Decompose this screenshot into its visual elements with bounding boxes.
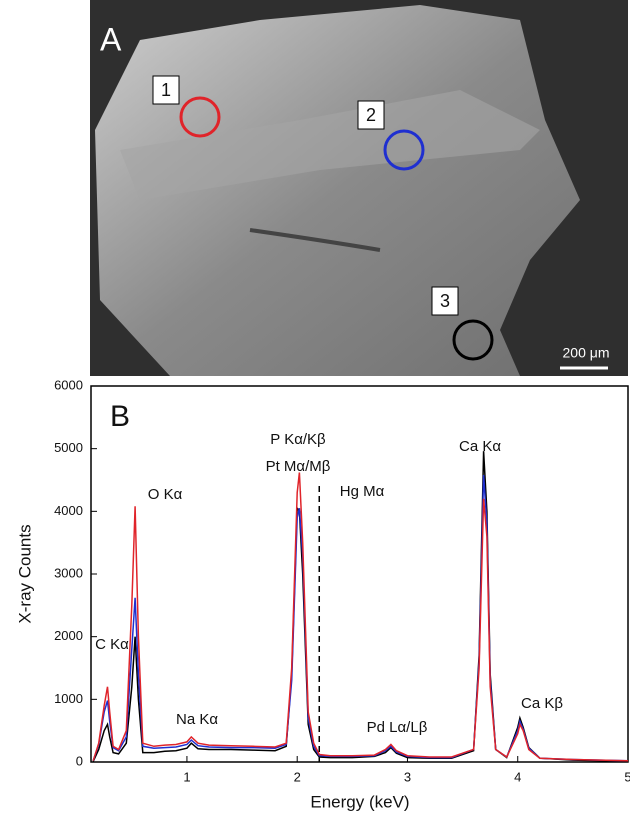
peak-annotation: Pd Lα/Lβ: [367, 719, 428, 736]
spectrum-line: [93, 473, 628, 761]
peak-annotation: Hg Mα: [340, 483, 385, 500]
spot-label: 3: [440, 291, 450, 311]
peak-annotation: Ca Kβ: [521, 695, 563, 712]
x-tick-label: 3: [404, 769, 411, 784]
panel-label: B: [110, 400, 130, 433]
y-tick-label: 0: [76, 753, 83, 768]
peak-annotation: P Kα/Kβ: [270, 431, 326, 448]
x-axis-label: Energy (keV): [310, 792, 409, 811]
y-tick-label: 4000: [54, 503, 83, 518]
y-tick-label: 1000: [54, 691, 83, 706]
x-tick-label: 2: [294, 769, 301, 784]
spectrum-line: [93, 475, 628, 761]
sem-image: 1 2 3 A 200 μm: [90, 0, 628, 376]
figure: 1 2 3 A 200 μm B Energy (keV) X-ray Coun…: [0, 0, 630, 821]
y-tick-label: 5000: [54, 440, 83, 455]
peak-annotation: Ca Kα: [459, 438, 501, 455]
y-axis-label: X-ray Counts: [15, 524, 34, 623]
peak-annotation: Pt Mα/Mβ: [266, 458, 331, 475]
x-tick-label: 1: [183, 769, 190, 784]
y-tick-label: 6000: [54, 377, 83, 392]
x-tick-label: 5: [624, 769, 630, 784]
y-tick-label: 3000: [54, 565, 83, 580]
peak-annotation: C Kα: [95, 636, 129, 653]
spot-label: 2: [366, 105, 376, 125]
peak-annotation: Na Kα: [176, 711, 218, 728]
x-tick-label: 4: [514, 769, 521, 784]
y-tick-label: 2000: [54, 628, 83, 643]
spot-label: 1: [161, 80, 171, 100]
scale-bar-label: 200 μm: [563, 345, 610, 361]
peak-annotation: O Kα: [148, 486, 183, 503]
panel-label: A: [100, 21, 122, 57]
